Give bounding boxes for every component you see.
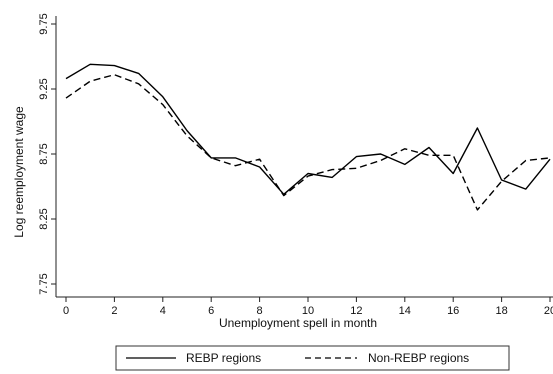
x-axis: 0 2 4 6 8 10 12 14 16 18 20 (56, 296, 553, 317)
y-axis: 7.75 8.25 8.75 9.25 9.75 (38, 13, 57, 297)
legend: REBP regions Non-REBP regions (115, 345, 510, 371)
legend-label-rebp: REBP regions (186, 351, 261, 365)
x-tick-label: 12 (350, 305, 362, 317)
x-tick-label: 4 (160, 305, 166, 317)
x-tick-label: 14 (399, 305, 411, 317)
y-tick-label: 9.25 (38, 78, 50, 99)
x-tick-label: 6 (208, 305, 214, 317)
x-tick-label: 2 (111, 305, 117, 317)
x-tick-label: 8 (257, 305, 263, 317)
x-tick-label: 20 (544, 305, 553, 317)
series-line-rebp (65, 63, 551, 196)
x-tick-label: 10 (302, 305, 314, 317)
x-tick-label: 18 (495, 305, 507, 317)
legend-box (115, 345, 510, 371)
x-axis-title: Unemployment spell in month (219, 316, 377, 330)
x-tick-label: 16 (447, 305, 459, 317)
y-tick-label: 9.75 (38, 13, 50, 34)
y-tick-label: 8.75 (38, 143, 50, 164)
y-tick-label: 7.75 (38, 273, 50, 294)
series-line-non-rebp (65, 73, 551, 211)
y-tick-label: 8.25 (38, 208, 50, 229)
x-tick-label: 0 (63, 305, 69, 317)
y-axis-title: Log reemployment wage (12, 106, 26, 238)
legend-label-non-rebp: Non-REBP regions (368, 351, 469, 365)
series-lines (65, 63, 551, 211)
